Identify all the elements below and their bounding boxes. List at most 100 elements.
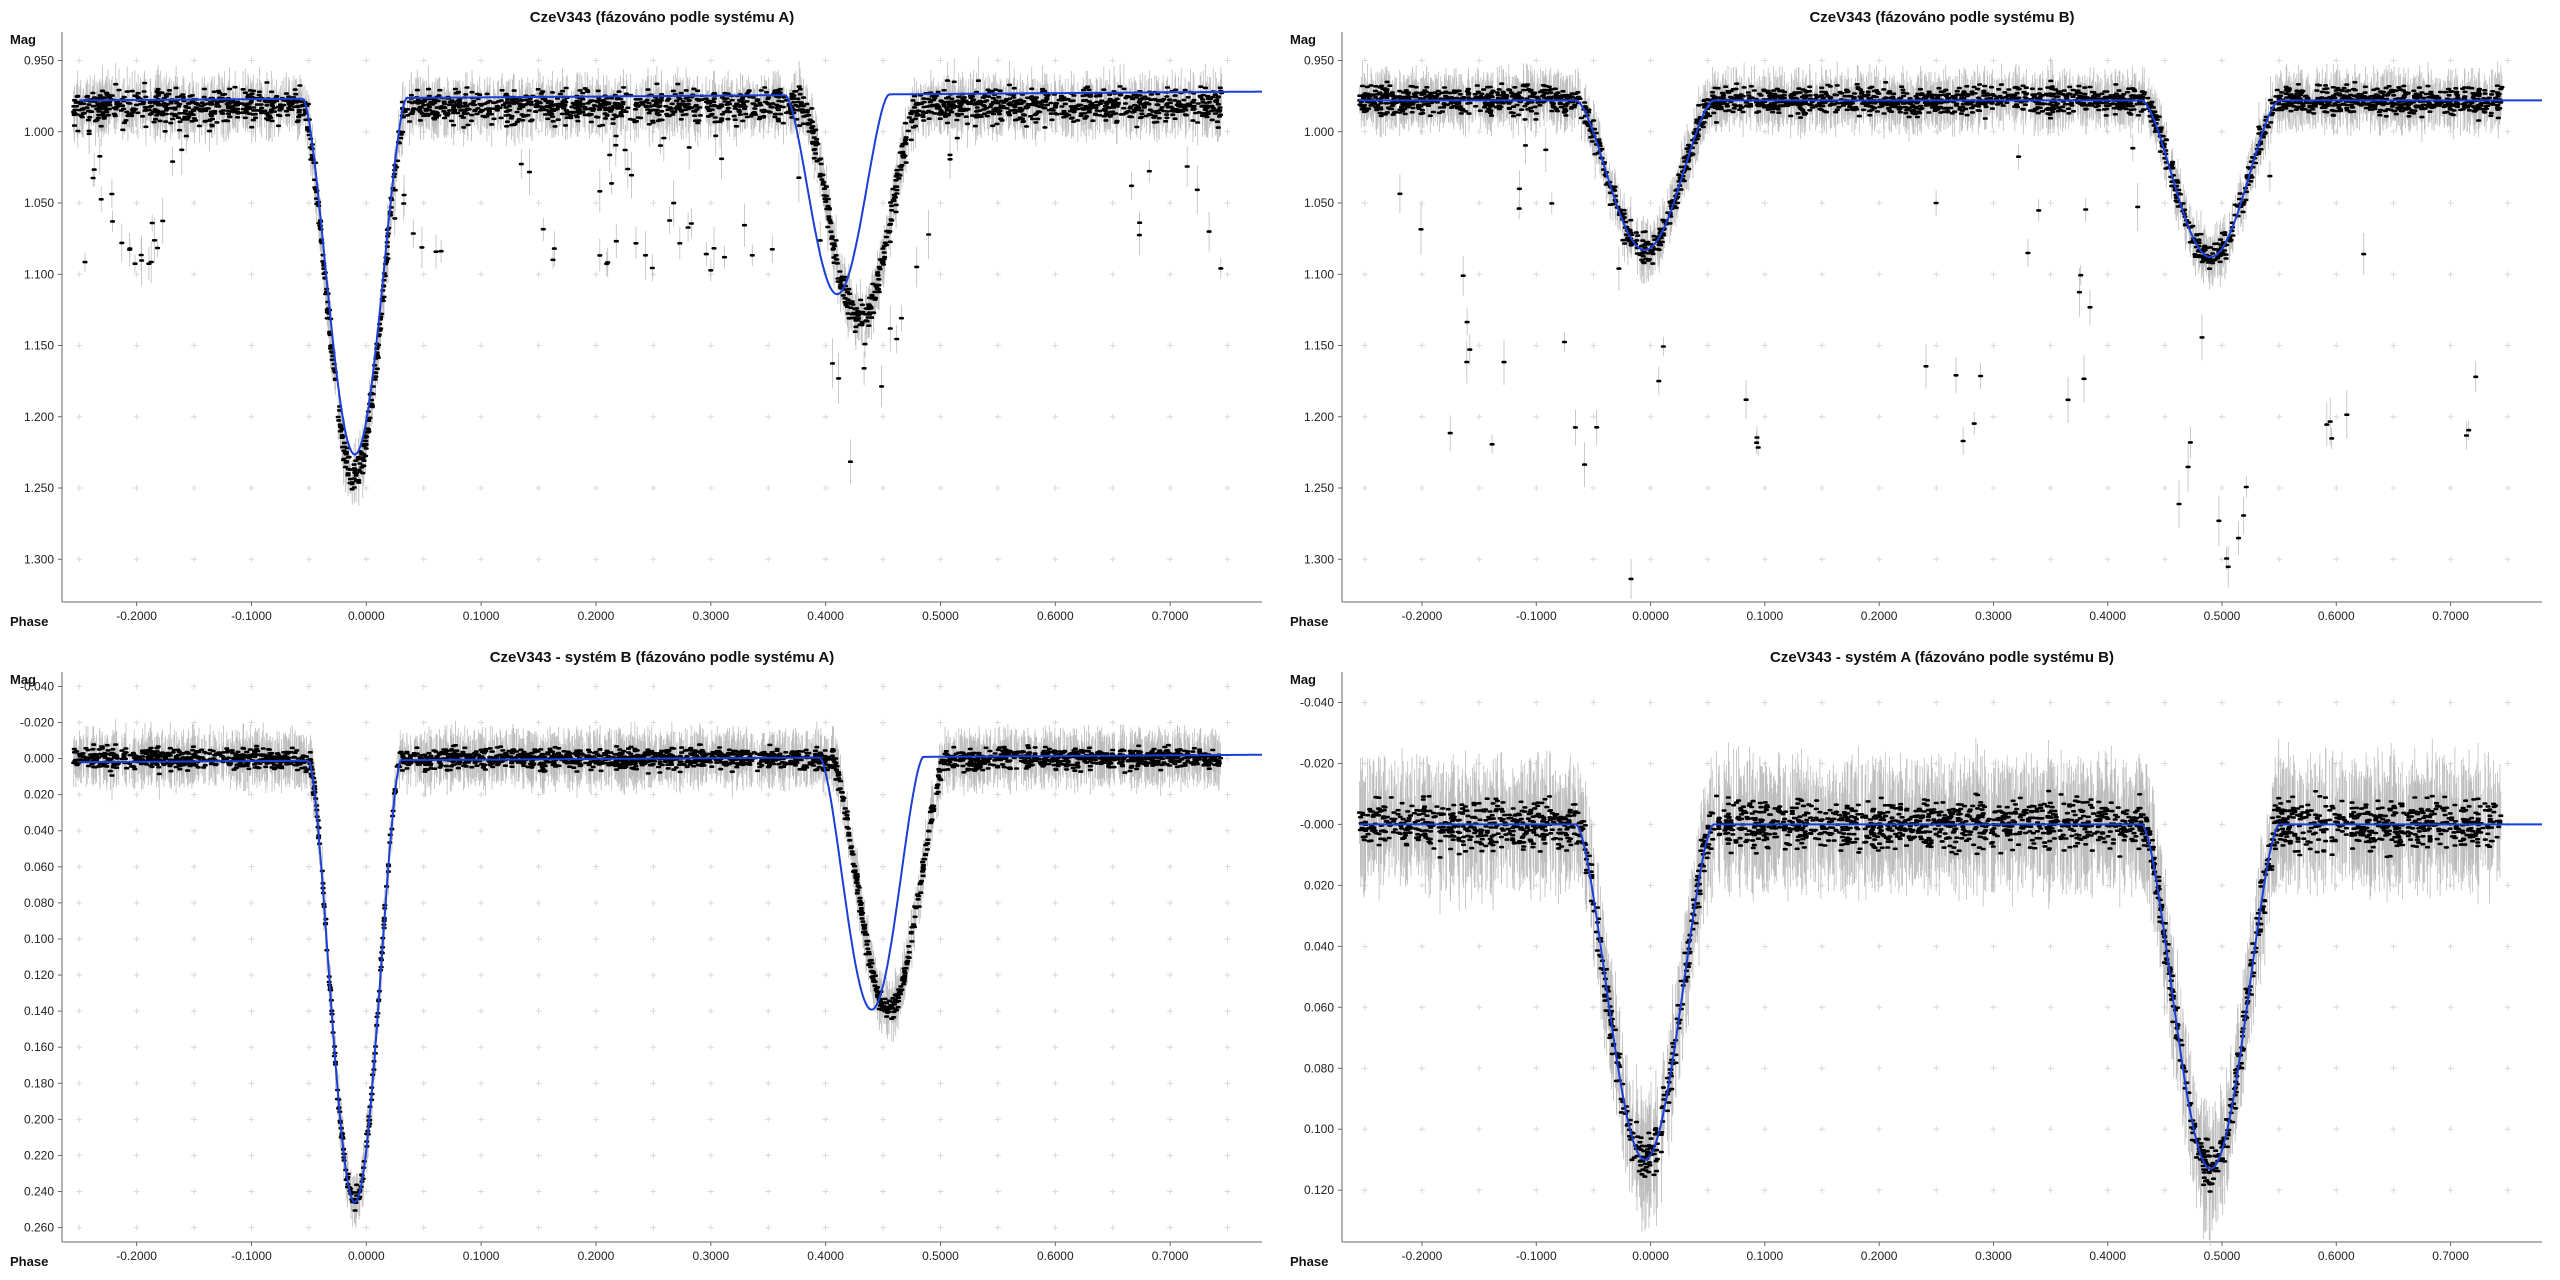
grid-plus-mark (1761, 342, 1768, 349)
grid-plus-mark (1167, 1008, 1174, 1015)
grid-plus-mark (2504, 413, 2511, 420)
grid-plus-mark (1533, 485, 1540, 491)
grid-plus-mark (707, 200, 714, 206)
grid-plus-mark (1590, 271, 1597, 278)
grid-plus-mark (707, 935, 714, 942)
grid-plus-mark (76, 1008, 83, 1015)
grid-plus-mark (1876, 1187, 1883, 1194)
grid-plus-mark (478, 342, 485, 349)
grid-plus-mark (1533, 1004, 1540, 1011)
y-tick-label: 0.000 (24, 752, 54, 766)
grid-plus-mark (822, 1080, 829, 1087)
grid-plus-mark (535, 485, 542, 491)
grid-plus-mark (994, 1116, 1001, 1123)
error-bars (73, 719, 1221, 1229)
grid-plus-mark (1224, 863, 1231, 870)
grid-plus-mark (248, 413, 255, 420)
grid-plus-mark (1419, 1187, 1425, 1194)
grid-plus-mark (1704, 342, 1711, 349)
grid-plus-mark (1419, 57, 1425, 64)
grid-plus-mark (1590, 342, 1597, 349)
grid-plus-mark (2104, 342, 2111, 349)
grid-plus-mark (1876, 200, 1883, 206)
y-tick-label: 0.260 (24, 1221, 54, 1235)
grid-plus-mark (2104, 556, 2111, 563)
chart-title: CzeV343 (fázováno podle systému B) (1809, 9, 2074, 26)
grid-plus-mark (76, 827, 83, 834)
grid-plus-mark (1819, 128, 1825, 135)
grid-plus-mark (535, 863, 542, 870)
grid-plus-mark (707, 899, 714, 906)
grid-plus-mark (133, 1116, 140, 1123)
grid-plus-mark (1990, 342, 1997, 349)
grid-plus-mark (363, 200, 370, 206)
grid-plus-mark (1704, 760, 1711, 767)
grid-plus-mark (363, 271, 370, 278)
grid-plus-mark (363, 899, 370, 906)
y-axis-label: Mag (1290, 32, 1316, 47)
grid-plus-mark (880, 200, 887, 206)
grid-plus-mark (1109, 1044, 1116, 1051)
grid-plus-mark (592, 413, 599, 420)
grid-plus-mark (650, 57, 657, 64)
grid-plus-mark (248, 200, 255, 206)
grid-plus-mark (1533, 1126, 1540, 1133)
y-tick-label: 1.250 (24, 481, 54, 495)
grid-plus-mark (420, 1044, 427, 1051)
grid-plus-mark (2390, 128, 2397, 135)
grid-plus-mark (1761, 760, 1768, 767)
grid-plus-mark (420, 1152, 427, 1159)
grid-plus-mark (1647, 342, 1654, 349)
grid-plus-mark (2333, 699, 2340, 706)
grid-plus-mark (2219, 821, 2225, 828)
grid-plus-mark (248, 1152, 255, 1159)
grid-plus-mark (1109, 683, 1116, 690)
grid-plus-mark (822, 1116, 829, 1123)
grid-plus-mark (2504, 342, 2511, 349)
grid-plus-mark (937, 972, 944, 979)
grid-plus-mark (822, 935, 829, 942)
grid-plus-mark (1052, 899, 1059, 906)
grid-plus-mark (1990, 128, 1997, 135)
grid-plus-mark (1224, 683, 1231, 690)
y-tick-label: 0.240 (24, 1184, 54, 1198)
grid-plus-mark (1876, 1126, 1883, 1133)
grid-plus-mark (1819, 882, 1825, 889)
grid-plus-mark (592, 485, 599, 491)
grid-plus-mark (2047, 1126, 2054, 1133)
grid-plus-mark (2276, 200, 2283, 206)
grid-plus-mark (305, 1116, 312, 1123)
grid-plus-mark (420, 1224, 427, 1231)
grid-plus-mark (650, 1224, 657, 1231)
grid-plus-mark (363, 1008, 370, 1015)
grid-plus-mark (880, 863, 887, 870)
grid-plus-mark (1052, 1044, 1059, 1051)
grid-plus-mark (1052, 1008, 1059, 1015)
grid-plus-mark (2219, 943, 2225, 950)
grid-plus-mark (1590, 200, 1597, 206)
grid-plus-mark (1819, 1065, 1825, 1072)
y-tick-label: 0.950 (24, 54, 54, 68)
grid-plus-mark (1476, 200, 1483, 206)
grid-plus-mark (822, 899, 829, 906)
grid-plus-mark (305, 1008, 312, 1015)
grid-plus-mark (1224, 827, 1231, 834)
grid-plus-mark (1590, 699, 1597, 706)
grid-plus-mark (191, 413, 198, 420)
grid-plus-mark (1990, 271, 1997, 278)
grid-plus-mark (650, 200, 657, 206)
grid-plus-mark (2447, 882, 2454, 889)
grid-plus-mark (363, 755, 370, 762)
grid-plus-mark (994, 1008, 1001, 1015)
y-tick-label: 1.300 (24, 552, 54, 566)
grid-plus-mark (1476, 413, 1483, 420)
grid-plus-mark (363, 791, 370, 798)
grid-plus-mark (191, 972, 198, 979)
grid-plus-mark (1167, 972, 1174, 979)
error-bars (1359, 58, 2503, 599)
grid-plus-mark (535, 556, 542, 563)
grid-plus-mark (133, 413, 140, 420)
grid-plus-mark (420, 899, 427, 906)
y-tick-label: 0.020 (1304, 878, 1334, 892)
grid-plus-mark (2390, 556, 2397, 563)
